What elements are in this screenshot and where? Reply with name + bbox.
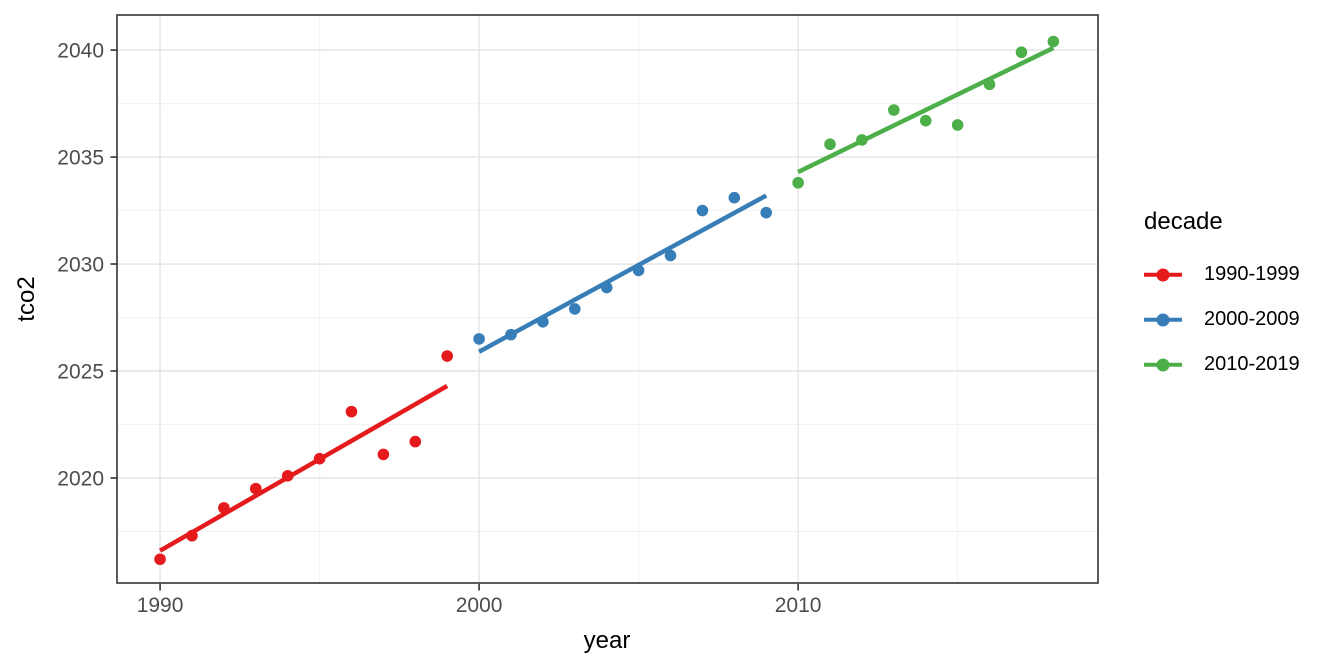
- data-point: [792, 176, 804, 189]
- y-tick-label: 2035: [57, 147, 104, 170]
- data-point: [569, 303, 581, 315]
- y-tick-label: 2030: [57, 254, 104, 277]
- legend-title: decade: [1144, 208, 1223, 235]
- legend-item-label: 2010-2019: [1204, 353, 1300, 375]
- legend-item-label: 2000-2009: [1204, 308, 1300, 330]
- data-point: [888, 104, 900, 116]
- legend-key-line-dot-icon: [1144, 358, 1182, 372]
- legend-key-dot: [1156, 358, 1170, 371]
- data-point: [186, 529, 198, 542]
- y-tick-label: 2020: [57, 467, 104, 490]
- data-point: [537, 315, 549, 328]
- data-point: [760, 206, 773, 219]
- legend-item-decade-2000s: 2000-2009: [1144, 297, 1300, 342]
- data-point: [249, 482, 262, 495]
- data-point: [218, 502, 230, 514]
- plot-panel: [117, 15, 1098, 583]
- data-point: [154, 553, 166, 566]
- legend-key-line-dot-icon: [1144, 313, 1182, 327]
- trend-line: [158, 384, 449, 553]
- data-point: [983, 78, 996, 91]
- data-point: [632, 264, 645, 277]
- x-tick-label: 2000: [456, 594, 503, 617]
- data-point: [441, 350, 453, 362]
- data-point: [728, 191, 741, 204]
- panel-border: [116, 14, 1099, 584]
- trend-line: [797, 45, 1055, 175]
- data-point: [824, 138, 836, 151]
- data-point: [1047, 35, 1060, 48]
- data-point: [313, 452, 326, 465]
- data-point: [473, 333, 485, 345]
- legend: decade 1990-1999 2000-2009 2010-2019: [1144, 208, 1300, 387]
- y-tick-label: 2025: [57, 360, 104, 383]
- y-tick-label: 2040: [57, 40, 104, 63]
- legend-key-dot: [1156, 268, 1170, 281]
- legend-item-decade-2010s: 2010-2019: [1144, 342, 1300, 387]
- data-point: [951, 119, 964, 131]
- trend-line: [478, 193, 768, 354]
- data-point: [1015, 46, 1028, 59]
- data-point: [919, 114, 932, 127]
- data-point: [600, 281, 613, 294]
- data-point: [696, 204, 709, 217]
- legend-key-dot: [1156, 313, 1170, 326]
- data-point: [409, 435, 422, 448]
- x-tick-label: 2010: [775, 594, 822, 617]
- y-axis-title: tco2: [13, 276, 40, 322]
- data-point: [281, 470, 294, 482]
- x-tick-label: 1990: [137, 594, 184, 617]
- data-point: [664, 249, 677, 262]
- data-point: [856, 134, 868, 146]
- legend-item-label: 1990-1999: [1204, 263, 1300, 285]
- legend-item-decade-1990s: 1990-1999: [1144, 252, 1300, 297]
- data-point: [505, 328, 517, 341]
- legend-key-line-dot-icon: [1144, 268, 1182, 282]
- x-axis-title: year: [583, 627, 631, 654]
- data-point: [377, 448, 390, 461]
- data-point: [345, 405, 358, 418]
